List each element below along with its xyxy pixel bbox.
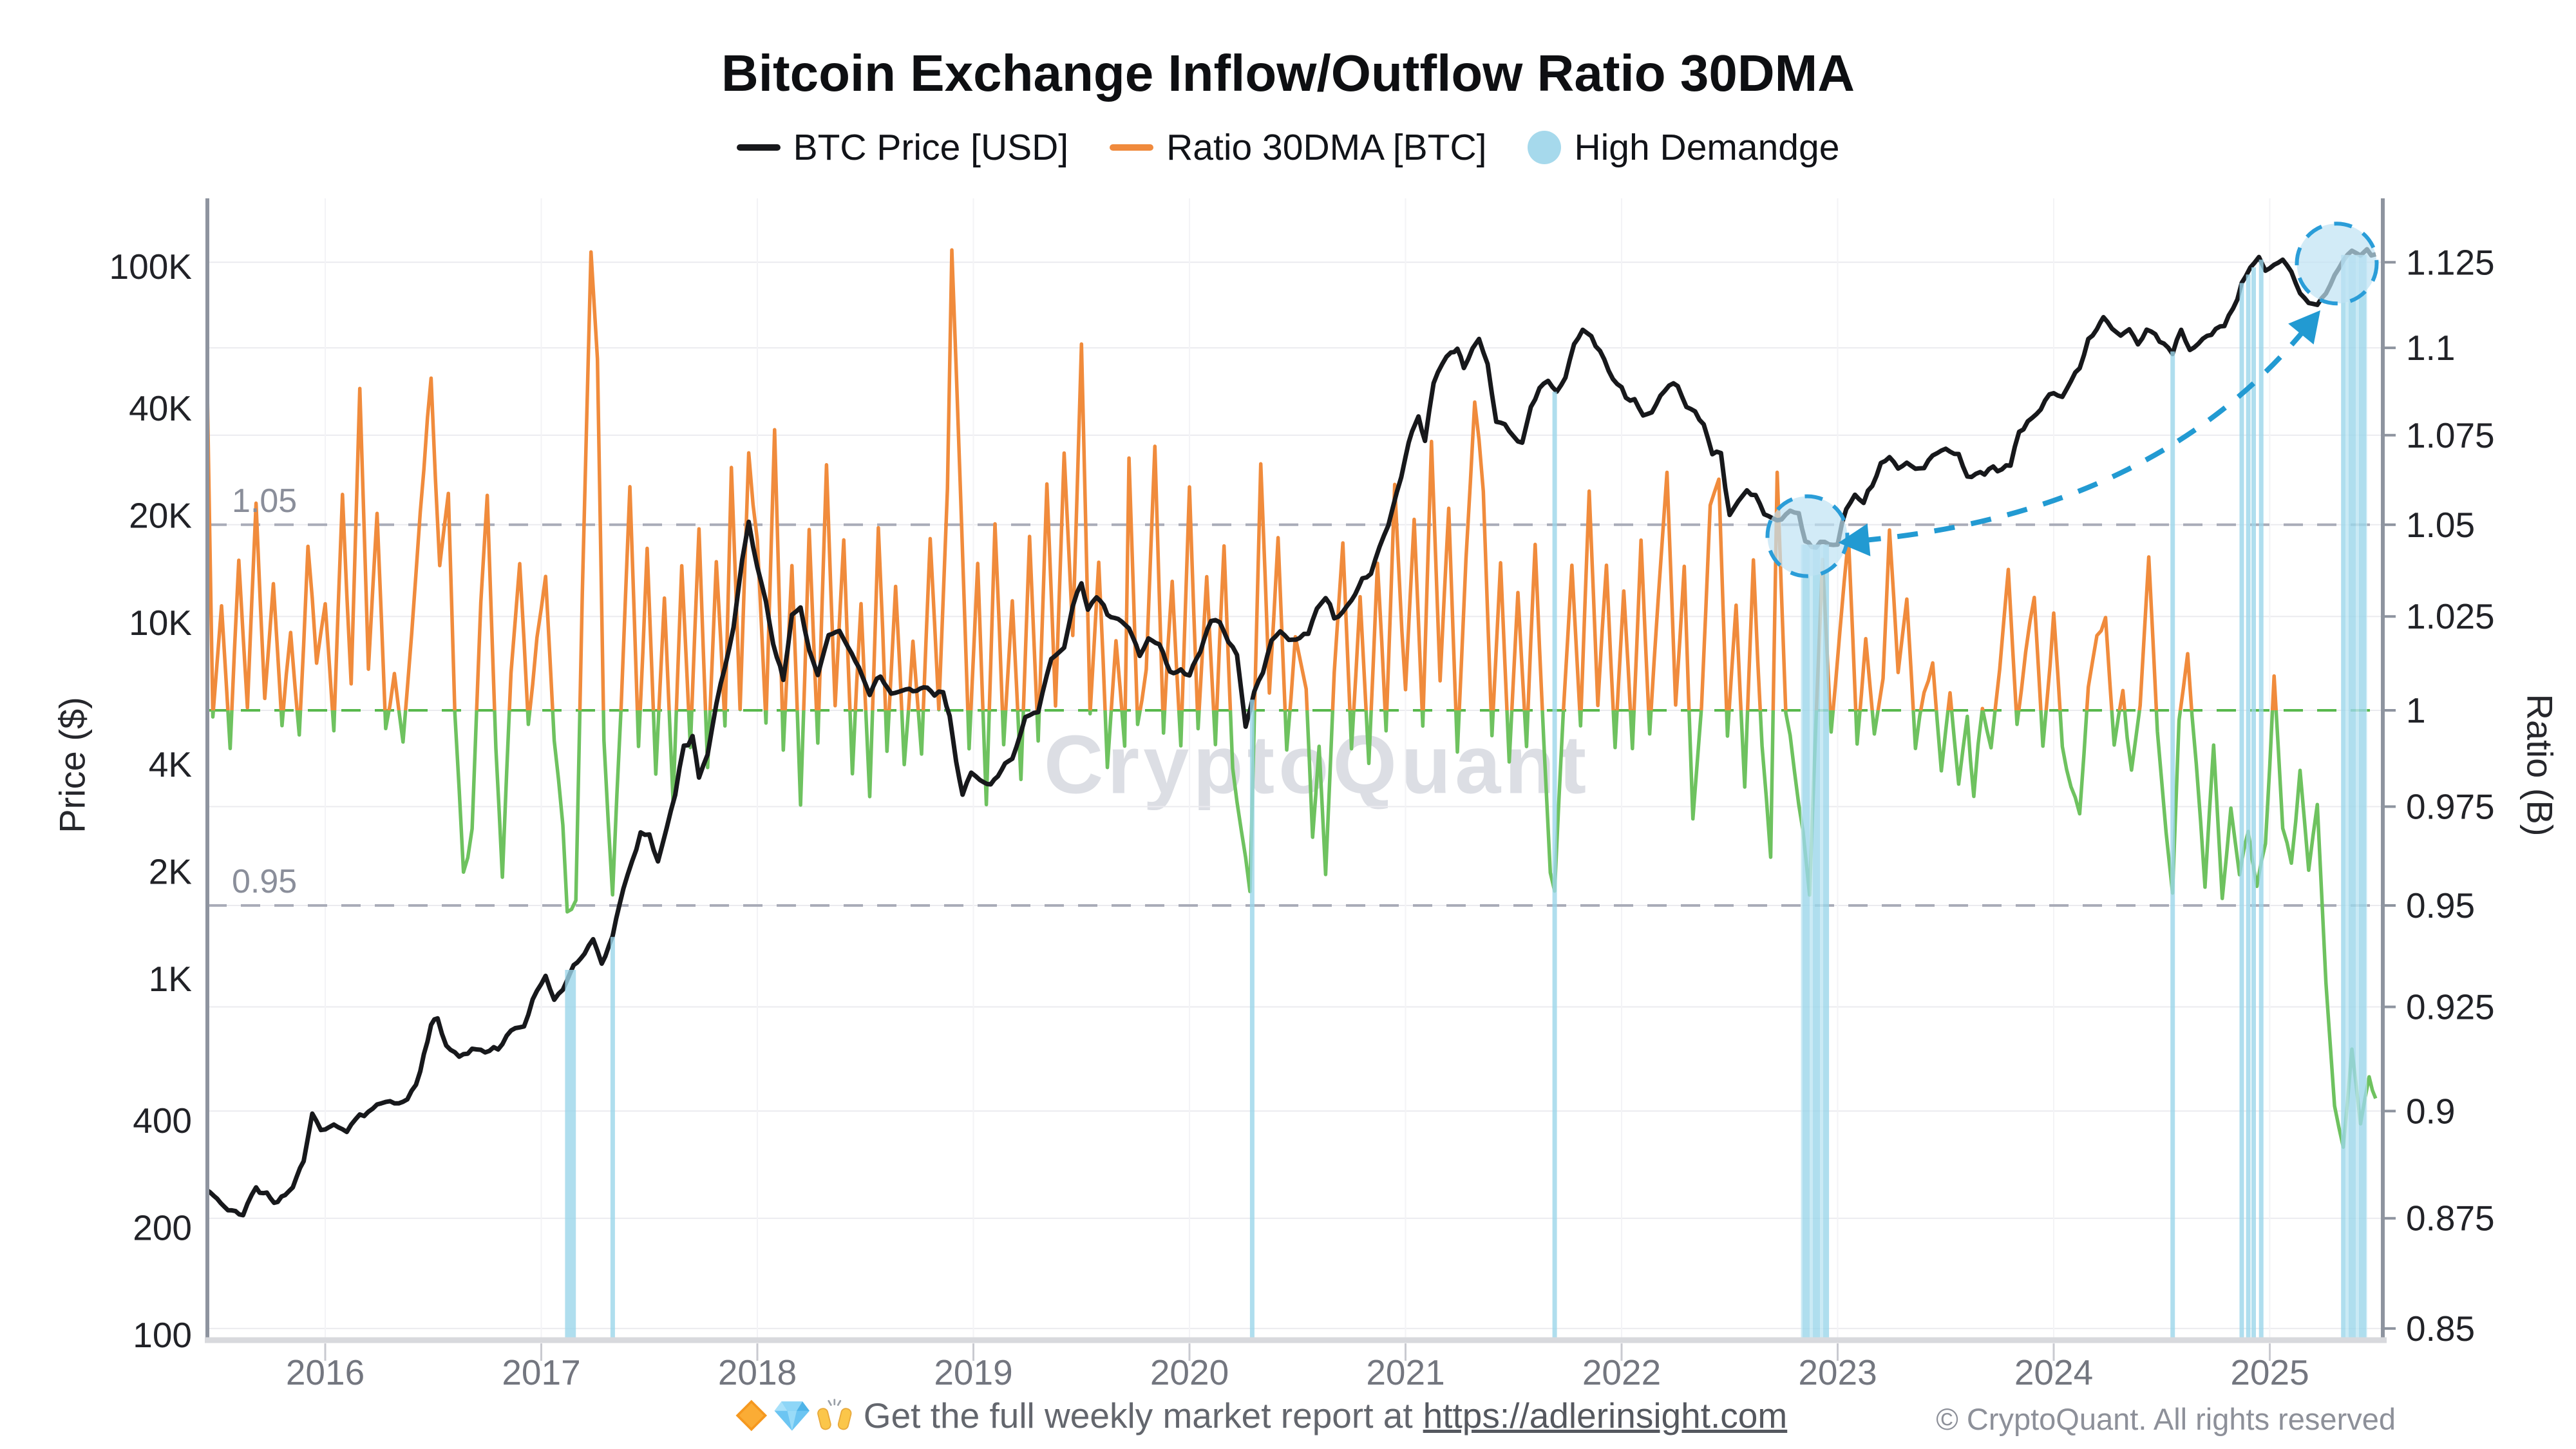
x-axis-tick-label: 2022 [1582,1352,1661,1392]
left-axis-tick-label: 10K [129,603,192,643]
right-axis-tick-label: 0.85 [2406,1309,2475,1349]
arrowhead-left-icon [1838,523,1871,556]
legend-item-btc-price[interactable]: BTC Price [USD] [736,126,1069,169]
btc-price-line-swatch-icon [736,144,781,151]
x-axis-tick-label: 2024 [2014,1352,2093,1392]
right-axis-tick-label: 1.1 [2406,328,2455,368]
highlight-circle-1 [1765,494,1850,578]
footer-icons [735,1399,853,1432]
left-axis-tick-label: 1K [149,959,193,999]
x-axis-tick-label: 2016 [286,1352,365,1392]
x-axis-tick-label: 2025 [2230,1352,2309,1392]
right-axis-tick-label: 0.925 [2406,987,2495,1027]
report-link[interactable]: https://adlerinsight.com [1423,1396,1788,1435]
high-demand-circle-swatch-icon [1528,131,1562,164]
left-axis-tick-label: 200 [133,1208,192,1248]
arrowhead-right-icon [2288,310,2321,345]
high-demand-band [2239,283,2244,1340]
high-demand-band [2259,260,2264,1341]
ratio-series-line [207,248,2378,1149]
left-axis-tick-label: 400 [133,1101,192,1141]
x-axis-tick-label: 2023 [1798,1352,1877,1392]
high-demand-bands [565,254,2367,1341]
left-axis-tick-label: 100 [133,1315,192,1355]
gem-icon [774,1401,810,1431]
right-axis-tick-label: 1.125 [2406,242,2495,282]
footer: Get the full weekly market report at htt… [735,1395,1787,1436]
left-axis-tick-label: 20K [129,496,192,536]
chart-title: Bitcoin Exchange Inflow/Outflow Ratio 30… [721,44,1855,102]
reference-line-label: 1.05 [232,482,297,520]
highlight-circle-2 [2295,222,2379,306]
plot-area[interactable] [207,198,2383,1340]
x-axis-tick-label: 2020 [1150,1352,1229,1392]
x-axis-tick-label: 2017 [502,1352,580,1392]
tick-labels: 1.05 0.95 2016 2017 2018 2019 2020 2021 2022 2023… [109,242,2495,1392]
right-axis-tick-label: 1.05 [2406,505,2475,545]
axes [205,198,2396,1361]
right-axis-tick-label: 0.95 [2406,886,2475,925]
high-demand-band [1552,392,1557,1340]
high-demand-band [565,970,576,1340]
left-axis-tick-label: 100K [109,247,193,287]
right-axis-tick-label: 0.975 [2406,787,2495,827]
left-axis-title: Price ($) [52,697,93,833]
ratio-line-below-1 [211,710,2378,1149]
footer-message: Get the full weekly market report at [863,1396,1413,1435]
x-axis-tick-label: 2019 [934,1352,1012,1392]
ratio-line-above-1 [207,248,2278,710]
right-axis-title: Ratio (B) [2519,694,2561,837]
high-demand-band [1801,544,1830,1340]
high-demand-band [1249,699,1255,1340]
high-demand-band [610,936,615,1340]
high-demand-band [2251,267,2256,1341]
x-axis-tick-label: 2021 [1366,1352,1444,1392]
series [207,247,2378,1341]
annotation-arrow [1860,325,2309,544]
copyright: © CryptoQuant. All rights reserved [1936,1402,2396,1436]
ratio-line-swatch-icon [1110,144,1154,151]
annotations [1765,222,2379,578]
left-axis-tick-label: 40K [129,388,192,428]
left-axis-tick-label: 2K [149,852,193,892]
right-axis-tick-label: 1.025 [2406,596,2495,636]
legend-label: Ratio 30DMA [BTC] [1166,127,1487,168]
legend-item-high-demand[interactable]: High Demandge [1528,126,1839,169]
reference-line-label: 0.95 [232,863,297,900]
right-axis-tick-label: 1 [2406,690,2426,730]
legend-label: High Demandge [1574,127,1840,168]
left-axis-tick-label: 4K [149,744,193,784]
legend-label: BTC Price [USD] [793,127,1069,168]
legend: BTC Price [USD] Ratio 30DMA [BTC] High D… [0,126,2576,169]
high-demand-band [2341,254,2367,1340]
orange-diamond-icon [735,1399,768,1432]
right-axis-tick-label: 0.9 [2406,1091,2455,1131]
high-demand-band [2246,274,2251,1340]
raised-hands-icon [817,1399,852,1430]
legend-item-ratio[interactable]: Ratio 30DMA [BTC] [1110,126,1486,169]
x-axis-tick-label: 2018 [718,1352,797,1392]
high-demand-band [2170,351,2175,1341]
right-axis-tick-label: 0.875 [2406,1198,2495,1238]
right-axis-tick-label: 1.075 [2406,415,2495,455]
